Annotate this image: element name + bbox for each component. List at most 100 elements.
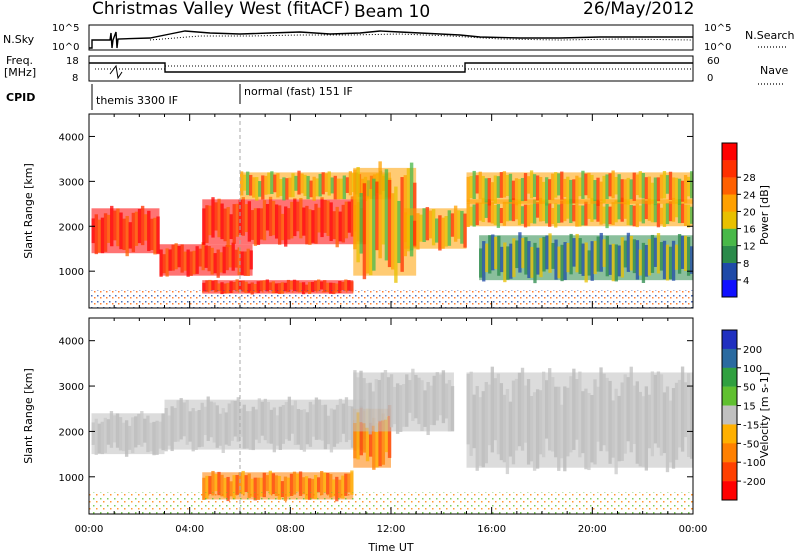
echo-strip bbox=[429, 385, 433, 425]
colorbar-cell bbox=[722, 462, 737, 482]
echo-strip bbox=[205, 475, 209, 499]
echo-strip bbox=[472, 204, 476, 227]
echo-strip bbox=[131, 212, 136, 253]
echo-strip bbox=[683, 175, 688, 204]
echo-strip bbox=[686, 204, 691, 228]
echo-strip bbox=[572, 238, 576, 267]
echo-strip bbox=[270, 171, 274, 194]
echo-strip bbox=[517, 200, 522, 226]
echo-strip bbox=[177, 245, 181, 268]
echo-strip bbox=[250, 210, 255, 240]
ytick-label: 2000 bbox=[59, 427, 84, 438]
echo-strip bbox=[395, 383, 400, 434]
echo-strip bbox=[198, 248, 202, 267]
echo-strip bbox=[223, 208, 227, 242]
echo-strip bbox=[241, 280, 245, 292]
echo-strip bbox=[335, 476, 339, 502]
echo-strip bbox=[441, 217, 445, 249]
echo-strip bbox=[560, 171, 564, 200]
echo-strip bbox=[312, 176, 316, 201]
echo-strip bbox=[188, 411, 192, 442]
echo-strip bbox=[185, 399, 189, 445]
echo-strip bbox=[140, 205, 145, 246]
echo-strip bbox=[590, 395, 594, 463]
echo-strip bbox=[520, 177, 525, 202]
echo-strip bbox=[490, 182, 494, 201]
echo-strip bbox=[281, 213, 285, 241]
echo-strip bbox=[392, 386, 397, 425]
echo-strip bbox=[299, 197, 303, 239]
echo-strip bbox=[677, 178, 682, 205]
echo-strip bbox=[205, 280, 209, 292]
echo-strip bbox=[293, 400, 298, 446]
echo-strip bbox=[296, 201, 300, 232]
echo-strip bbox=[629, 179, 633, 200]
echo-strip bbox=[170, 406, 174, 452]
echo-strip bbox=[238, 472, 242, 494]
echo-strip bbox=[641, 242, 646, 283]
echo-strip bbox=[103, 213, 108, 252]
echo-strip bbox=[308, 401, 313, 447]
echo-strip bbox=[381, 174, 386, 245]
freq-panel: Freq. [MHz] 18 8 60 0 Nave bbox=[4, 54, 788, 85]
echo-strip bbox=[389, 374, 394, 428]
echo-strip bbox=[338, 211, 342, 242]
echo-strip bbox=[614, 244, 618, 282]
echo-strip bbox=[226, 476, 230, 502]
echo-strip bbox=[235, 203, 239, 237]
echo-strip bbox=[542, 181, 546, 202]
power-colorbar-cells bbox=[722, 143, 737, 298]
echo-strip bbox=[229, 281, 233, 293]
colorbar-cell bbox=[722, 424, 737, 444]
echo-strip bbox=[508, 401, 513, 457]
echo-strip bbox=[581, 170, 585, 199]
echo-strip bbox=[214, 280, 218, 293]
freq-label-line2: [MHz] bbox=[4, 66, 36, 79]
echo-strip bbox=[201, 242, 205, 271]
echo-strip bbox=[161, 413, 165, 451]
echo-strip bbox=[647, 176, 652, 205]
echo-strip bbox=[566, 242, 570, 273]
echo-strip bbox=[338, 479, 342, 498]
echo-strip bbox=[287, 396, 292, 441]
echo-strip bbox=[285, 178, 289, 200]
colorbar-cell bbox=[722, 405, 737, 425]
echo-strip bbox=[106, 419, 111, 445]
echo-strip bbox=[503, 242, 507, 283]
echo-strip bbox=[535, 175, 540, 201]
echo-strip bbox=[444, 216, 448, 247]
echo-strip bbox=[638, 391, 642, 467]
echo-strip bbox=[689, 246, 694, 274]
echo-strip bbox=[493, 175, 497, 204]
echo-strip bbox=[512, 238, 516, 278]
echo-strip bbox=[155, 420, 159, 455]
echo-strip bbox=[593, 379, 597, 465]
echo-strip bbox=[286, 279, 291, 293]
echo-strip bbox=[118, 417, 123, 451]
echo-strip bbox=[403, 212, 408, 243]
echo-strip bbox=[527, 241, 531, 279]
echo-strip bbox=[220, 203, 224, 240]
echo-strip bbox=[517, 179, 522, 204]
echo-strip bbox=[344, 201, 348, 239]
echo-strip bbox=[578, 205, 582, 227]
power-colorbar-ticks: 4 8 12 16 20 24 28 bbox=[737, 173, 756, 287]
echo-strip bbox=[620, 197, 624, 222]
echo-strip bbox=[426, 381, 430, 436]
echo-strip bbox=[280, 481, 285, 498]
echo-strip bbox=[647, 394, 652, 449]
echo-strip bbox=[320, 281, 324, 290]
echo-strip bbox=[265, 204, 270, 231]
ytick-label: 3000 bbox=[59, 382, 84, 393]
echo-strip bbox=[386, 377, 391, 416]
echo-strip bbox=[219, 252, 223, 273]
echo-strip bbox=[505, 201, 510, 222]
echo-strip bbox=[124, 420, 129, 457]
echo-strip bbox=[122, 218, 126, 250]
colorbar-cell bbox=[722, 262, 737, 281]
echo-strip bbox=[306, 175, 310, 200]
echo-strip bbox=[671, 388, 676, 469]
echo-strip bbox=[409, 215, 414, 251]
echo-strip bbox=[212, 402, 216, 443]
echo-strip bbox=[220, 282, 224, 295]
